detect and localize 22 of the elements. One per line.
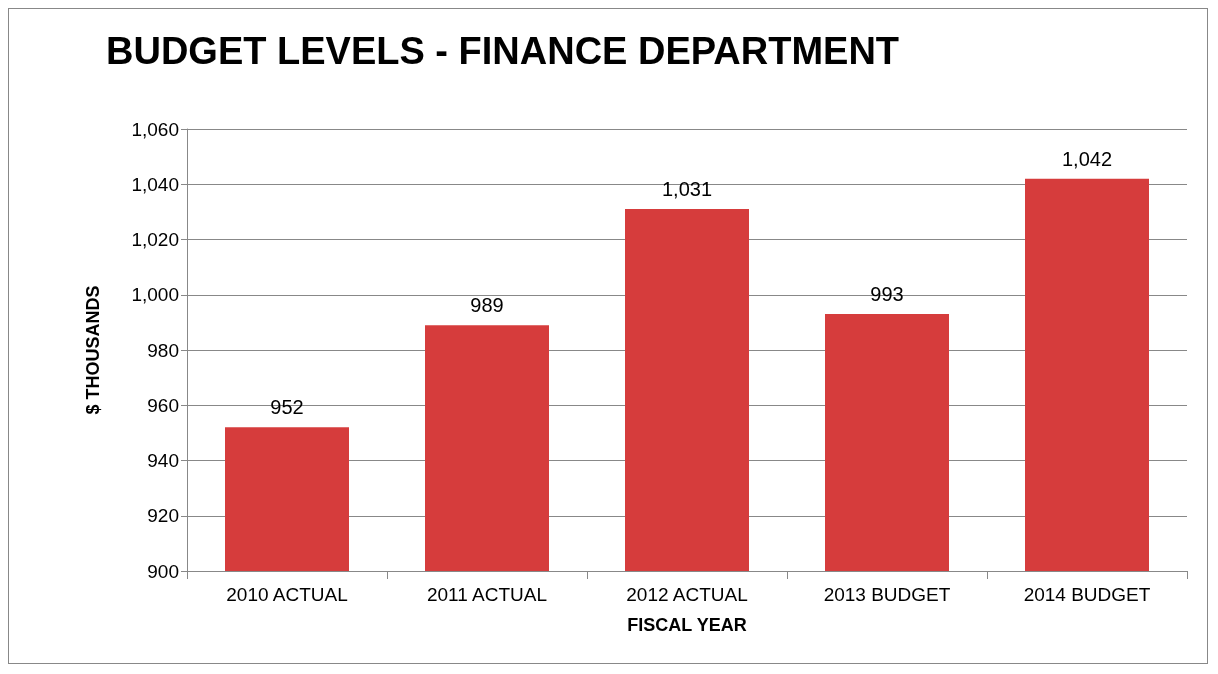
y-axis-title: $ THOUSANDS: [83, 285, 103, 415]
y-tick-label: 920: [147, 505, 179, 527]
data-label: 1,042: [1061, 147, 1113, 170]
x-tick-label: 2012 ACTUAL: [626, 584, 748, 605]
y-tick-label: 900: [147, 560, 179, 582]
data-label: 1,031: [661, 178, 713, 201]
x-tick-label: 2013 BUDGET: [823, 584, 951, 605]
y-tick-label: 980: [147, 339, 179, 361]
x-tick-label: 2014 BUDGET: [1023, 584, 1151, 605]
chart-title: BUDGET LEVELS - FINANCE DEPARTMENT: [106, 30, 900, 72]
data-label: 989: [470, 294, 504, 317]
y-tick-label: 940: [147, 450, 179, 471]
y-tick-label: 1,060: [131, 118, 179, 140]
y-tick-label: 1,040: [131, 173, 179, 195]
x-tick-label: 2011 ACTUAL: [426, 584, 548, 605]
y-tick-label: 960: [147, 394, 179, 416]
data-label: 952: [270, 396, 304, 419]
y-tick-label: 1,000: [131, 284, 179, 306]
data-label: 993: [870, 283, 904, 306]
y-tick-label: 1,020: [131, 229, 179, 250]
x-axis-title: FISCAL YEAR: [627, 615, 747, 635]
x-tick-label: 2010 ACTUAL: [226, 584, 348, 605]
